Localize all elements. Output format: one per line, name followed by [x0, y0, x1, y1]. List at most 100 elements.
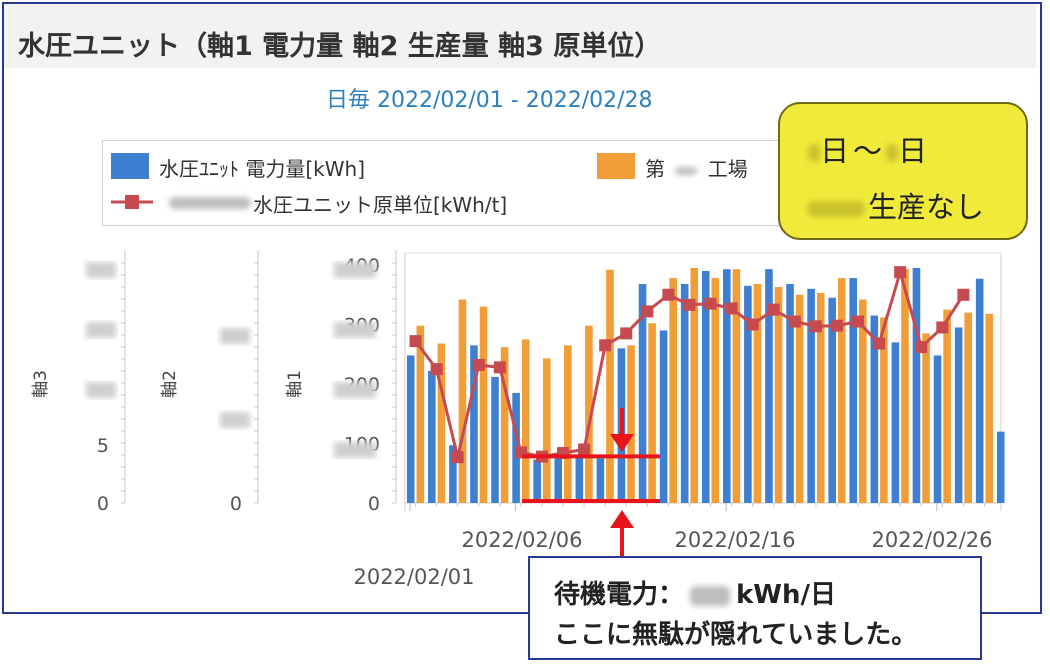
bar-power	[596, 458, 605, 503]
y-tick-label-axis3: 0	[97, 493, 109, 515]
bar-production	[774, 287, 783, 503]
y-tick-label-axis1: 0	[368, 493, 380, 515]
point-intensity	[683, 298, 696, 311]
legend-label-production-suffix: 工場	[707, 157, 748, 181]
standby-power-callout: 待機電力： kWh/日 ここに無駄が隠れていました。	[528, 556, 982, 660]
bar-power	[470, 345, 478, 503]
standby-power-value: 待機電力： kWh/日	[554, 580, 836, 610]
bar-power	[449, 445, 457, 503]
x-tick-label: 2022/02/06	[461, 528, 582, 552]
bar-production	[711, 278, 720, 503]
point-intensity	[472, 358, 485, 371]
bar-power	[638, 284, 647, 503]
point-intensity	[746, 318, 759, 331]
bar-production	[627, 345, 635, 503]
bar-production	[880, 317, 888, 503]
bar-power	[575, 457, 584, 503]
legend-swatch-production	[597, 153, 635, 179]
point-intensity	[788, 315, 801, 328]
redacted-tick-label	[86, 382, 116, 398]
bar-production	[985, 313, 994, 503]
bar-production	[564, 345, 572, 503]
redacted-text	[808, 201, 864, 217]
bar-power	[849, 278, 858, 503]
point-intensity	[620, 327, 633, 340]
bar-power	[954, 327, 963, 503]
bar-power	[975, 278, 984, 503]
point-intensity	[809, 320, 822, 333]
point-intensity	[957, 288, 970, 301]
bar-power	[996, 431, 1005, 503]
no-production-days: 日〜日	[808, 128, 927, 170]
bar-power	[744, 285, 752, 503]
bar-power	[786, 284, 794, 503]
point-intensity	[599, 339, 612, 352]
arrow-up-icon	[610, 510, 634, 528]
bar-production	[795, 294, 804, 503]
point-intensity	[852, 315, 865, 328]
legend: 水圧ﾕﾆｯﾄ 電力量[kWh] 第 工場 水圧ユニット原単位[kWh/t]	[102, 140, 792, 226]
point-intensity	[830, 319, 843, 332]
bar-power	[659, 330, 668, 503]
standby-power-note: ここに無駄が隠れていました。	[554, 620, 918, 650]
legend-swatch-intensity	[111, 195, 153, 209]
point-intensity	[936, 321, 949, 334]
redacted-text	[690, 585, 731, 606]
bar-power	[933, 355, 942, 503]
bar-production	[521, 339, 530, 503]
bar-power	[870, 315, 879, 503]
point-intensity	[915, 341, 928, 354]
y-tick-label-axis3: 5	[97, 435, 109, 457]
axis-title-axis1: 軸1	[285, 370, 305, 398]
redacted-tick-label	[334, 322, 376, 338]
title-bar: 水圧ユニット（軸1 電力量 軸2 生産量 軸3 原単位）	[4, 4, 1036, 68]
bar-production	[542, 358, 551, 503]
bar-production	[500, 347, 509, 503]
bar-power	[428, 370, 436, 503]
no-production-text: 生産なし	[808, 184, 984, 226]
bar-power	[891, 342, 900, 503]
redacted-text	[675, 166, 698, 175]
bar-power	[912, 267, 921, 503]
legend-label-production: 第 工場	[645, 153, 748, 182]
legend-label-production-prefix: 第	[645, 157, 665, 181]
bar-production	[732, 269, 741, 503]
redacted-tick-label	[220, 328, 250, 344]
redacted-text	[886, 144, 899, 162]
chart-subtitle: 日毎 2022/02/01 - 2022/02/28	[326, 88, 653, 113]
point-intensity	[704, 297, 717, 310]
bar-power	[701, 270, 710, 503]
redacted-tick-label	[334, 382, 376, 398]
point-intensity	[493, 361, 506, 374]
point-intensity	[430, 363, 443, 376]
bar-production	[901, 269, 909, 503]
bar-power	[828, 297, 836, 503]
redacted-tick-label	[334, 262, 376, 278]
bar-production	[816, 292, 825, 503]
bar-power	[723, 269, 731, 503]
bar-power	[491, 376, 499, 503]
x-tick-label: 2022/02/16	[674, 528, 795, 552]
legend-label-power: 水圧ﾕﾆｯﾄ 電力量[kWh]	[159, 157, 365, 181]
point-intensity	[578, 443, 591, 456]
point-intensity	[725, 302, 738, 315]
bar-production	[606, 269, 614, 503]
bar-power	[406, 355, 415, 503]
bar-power	[554, 458, 563, 503]
no-production-callout: 日〜日 生産なし	[778, 102, 1028, 240]
bar-production	[648, 323, 656, 503]
bar-production	[922, 333, 930, 503]
redacted-tick-label	[86, 262, 116, 278]
bar-production	[690, 267, 699, 503]
arrow-down-icon	[610, 434, 634, 452]
x-tick-label: 2022/02/01	[353, 565, 474, 589]
redacted-text	[808, 144, 820, 162]
chart-title: 水圧ユニット（軸1 電力量 軸2 生産量 軸3 原単位）	[18, 31, 662, 62]
point-intensity	[451, 451, 464, 464]
legend-swatch-power	[111, 153, 149, 179]
legend-label-intensity: 水圧ユニット原単位[kWh/t]	[253, 193, 508, 217]
point-intensity	[767, 303, 780, 316]
redacted-tick-label	[220, 412, 250, 428]
bar-production	[837, 278, 846, 503]
bar-production	[437, 343, 446, 503]
